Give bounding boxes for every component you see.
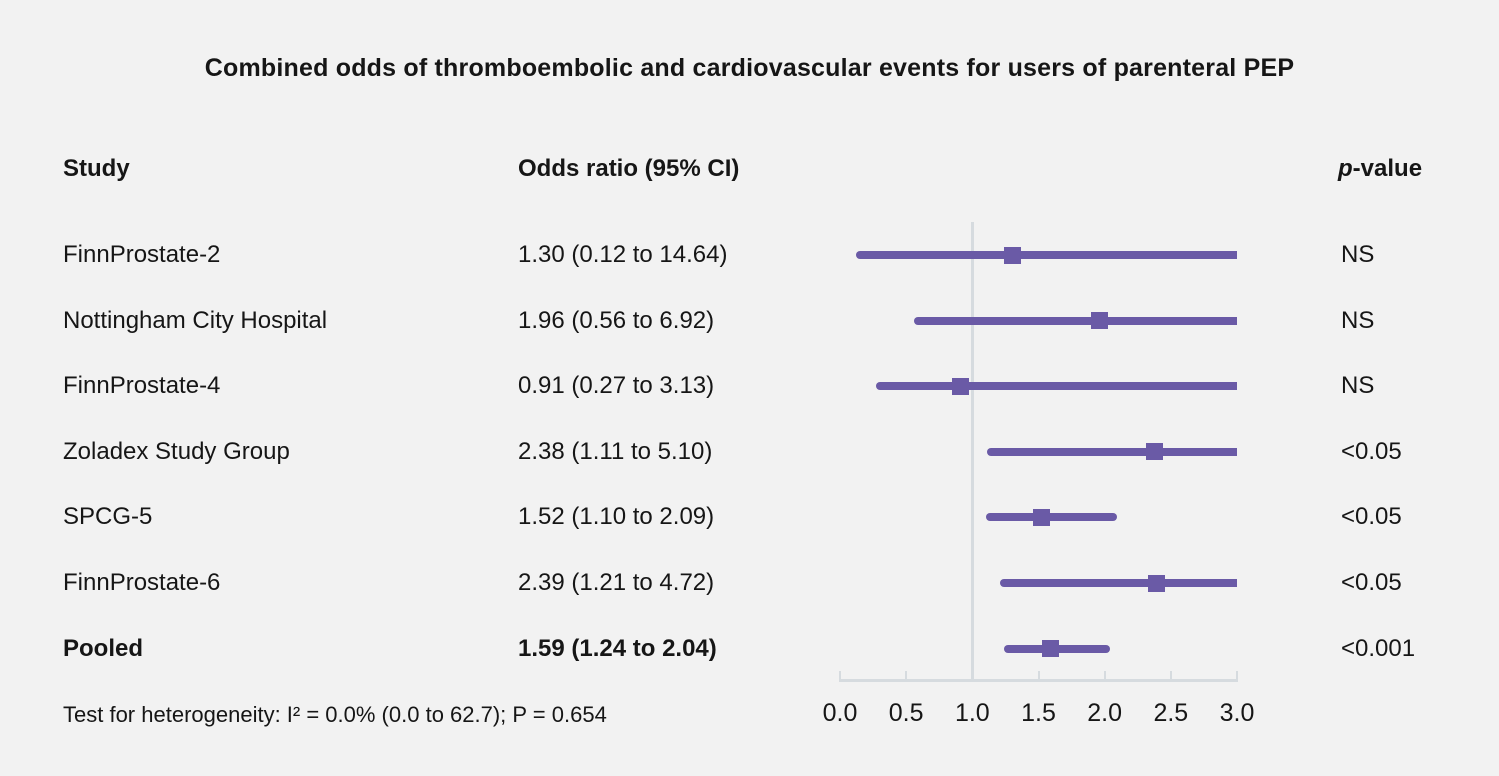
ci-line [985,513,1117,522]
axis-tick [1103,671,1106,679]
heterogeneity-note: Test for heterogeneity: I² = 0.0% (0.0 t… [63,702,607,727]
ci-line [914,316,1237,325]
axis-tick [905,671,908,679]
study-label: FinnProstate-2 [63,241,221,268]
study-label: FinnProstate-6 [63,569,221,596]
axis-tick-label: 0.5 [888,699,924,727]
p-value: <0.05 [1341,503,1402,531]
column-header-odds-ratio: Odds ratio (95% CI) [518,155,740,182]
study-label: SPCG-5 [63,503,153,531]
axis-tick-label: 1.0 [954,699,990,727]
axis-tick-label: 0.0 [822,699,858,727]
page-title: Combined odds of thromboembolic and card… [204,54,1295,82]
point-marker [1003,246,1021,264]
axis-tick-label: 3.0 [1219,699,1255,727]
ci-line [855,251,1237,259]
point-marker [1146,443,1164,461]
ci-line [986,447,1237,456]
odds-ratio-value: 2.39 (1.21 to 4.72) [518,569,715,596]
p-value-header-rest: -value [1352,155,1423,182]
p-value: NS [1341,241,1375,268]
axis-tick [971,671,974,679]
study-label: Pooled [63,634,144,662]
axis-line [839,679,1238,682]
p-value: <0.001 [1341,634,1416,662]
odds-ratio-value: 1.59 (1.24 to 2.04) [518,634,717,662]
odds-ratio-value: 2.38 (1.11 to 5.10) [518,437,713,465]
odds-ratio-value: 1.52 (1.10 to 2.09) [518,503,715,531]
odds-ratio-value: 0.91 (0.27 to 3.13) [518,372,715,400]
study-label: Zoladex Study Group [63,437,290,465]
odds-ratio-value: 1.96 (0.56 to 6.92) [518,306,715,334]
axis-tick [1169,671,1172,679]
axis-tick [1236,671,1238,679]
p-value: NS [1341,372,1375,400]
axis-tick [839,671,841,679]
p-value: <0.05 [1341,437,1402,465]
axis-tick-label: 2.5 [1153,699,1189,727]
point-marker [1147,574,1165,592]
point-marker [951,377,969,395]
axis-tick-label: 1.5 [1021,699,1056,727]
axis-tick [1037,671,1040,679]
point-marker [1090,312,1108,330]
p-value-header-italic: p [1338,155,1353,182]
ci-line [875,382,1237,391]
column-header-p-value: p-value [1338,155,1422,183]
study-label: FinnProstate-4 [63,372,221,400]
column-header-study: Study [63,155,130,182]
odds-ratio-value: 1.30 (0.12 to 14.64) [518,241,728,268]
p-value: <0.05 [1341,569,1402,596]
ci-line [1000,579,1237,587]
reference-line [970,222,974,682]
p-value: NS [1341,306,1375,334]
axis-tick-label: 2.0 [1087,699,1123,727]
point-marker [1032,508,1050,526]
point-marker [1041,640,1059,658]
study-label: Nottingham City Hospital [63,306,328,334]
